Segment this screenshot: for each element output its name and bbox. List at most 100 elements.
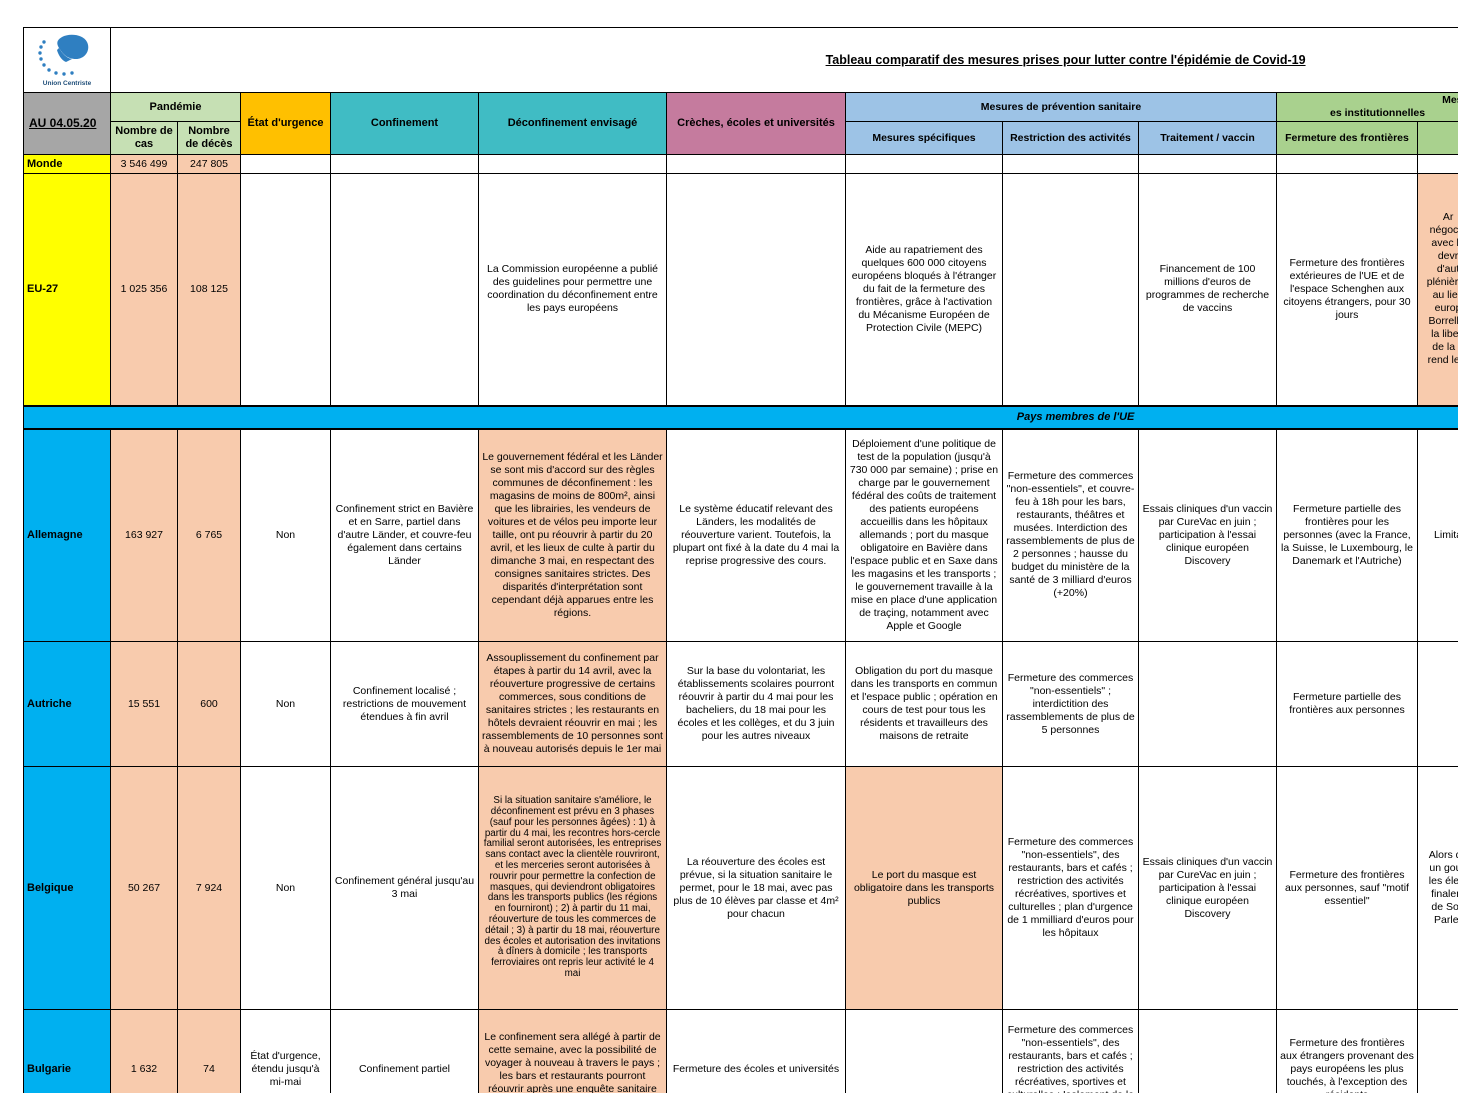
cell-traitement: Essais cliniques d'un vaccin par CureVac… bbox=[1138, 428, 1277, 642]
header-nombre-cas: Nombre de cas bbox=[110, 121, 178, 155]
cell-frontieres: Fermeture des frontières aux étrangers p… bbox=[1276, 1009, 1418, 1093]
cell-traitement: Financement de 100 millions d'euros de p… bbox=[1138, 173, 1277, 406]
cell-cas: 163 927 bbox=[110, 428, 178, 642]
logo-label: Union Centriste bbox=[42, 79, 92, 87]
header-institutionnelles: Mesures institutionnelles bbox=[1275, 92, 1458, 122]
cell-deces: 108 125 bbox=[177, 173, 241, 406]
cell-confinement: Confinement général jusqu'au 3 mai bbox=[330, 766, 479, 1010]
header-confinement: Confinement bbox=[330, 92, 479, 155]
header-pandemie: Pandémie bbox=[110, 92, 241, 122]
cell-restriction: Fermeture des commerces "non-essentiels"… bbox=[1002, 1009, 1139, 1093]
header-traitement: Traitement / vaccin bbox=[1138, 121, 1277, 155]
row-label: Autriche bbox=[23, 641, 111, 767]
logo-cell: Union Centriste bbox=[23, 27, 111, 93]
header-extra bbox=[1416, 121, 1458, 155]
date-header: AU 04.05.20 bbox=[23, 92, 111, 155]
row-label: Allemagne bbox=[23, 428, 111, 642]
table-row-belgique: Belgique 50 267 7 924 Non Confinement gé… bbox=[23, 766, 1458, 1010]
cell-restriction: Fermeture des commerces "non-essentiels"… bbox=[1002, 641, 1139, 767]
cell-urgence bbox=[240, 173, 331, 406]
header-restriction: Restriction des activités bbox=[1002, 121, 1139, 155]
header-prevention: Mesures de prévention sanitaire bbox=[845, 92, 1277, 122]
cell-ecoles bbox=[666, 173, 846, 406]
cell-deces: 74 bbox=[177, 1009, 241, 1093]
header-ecoles: Crèches, écoles et universités bbox=[666, 92, 846, 155]
section-banner: Pays membres de l'UE bbox=[22, 404, 1458, 430]
cell-ecoles: La réouverture des écoles est prévue, si… bbox=[666, 766, 846, 1010]
union-centriste-logo: Union Centriste bbox=[26, 34, 108, 87]
cell-traitement bbox=[1138, 641, 1277, 767]
cell-urgence: Non bbox=[240, 766, 331, 1010]
row-label: EU-27 bbox=[23, 173, 111, 406]
cell-restriction bbox=[1002, 173, 1139, 406]
cell-confinement: Confinement strict en Bavière et en Sarr… bbox=[330, 428, 479, 642]
cell-confinement: Confinement partiel bbox=[330, 1009, 479, 1093]
cell-urgence bbox=[240, 154, 331, 174]
section-banner-row: Pays membres de l'UE bbox=[22, 404, 1458, 430]
table-row-bulgarie: Bulgarie 1 632 74 État d'urgence, étendu… bbox=[23, 1009, 1458, 1093]
cell-deconfinement bbox=[478, 154, 667, 174]
cell-deconfinement: Assouplissement du confinement par étape… bbox=[478, 641, 667, 767]
cell-restriction bbox=[1002, 154, 1139, 174]
cell-deces: 600 bbox=[177, 641, 241, 767]
cell-specifiques bbox=[845, 1009, 1003, 1093]
cell-extra: Alors qu un gouv les élect finalem de So… bbox=[1416, 766, 1458, 1010]
cell-traitement: Essais cliniques d'un vaccin par CureVac… bbox=[1138, 766, 1277, 1010]
header-mesures-specifiques: Mesures spécifiques bbox=[845, 121, 1003, 155]
cell-deces: 7 924 bbox=[177, 766, 241, 1010]
table-row-autriche: Autriche 15 551 600 Non Confinement loca… bbox=[23, 641, 1458, 767]
cell-cas: 50 267 bbox=[110, 766, 178, 1010]
cell-deconfinement: Le confinement sera allégé à partir de c… bbox=[478, 1009, 667, 1093]
cell-cas: 1 632 bbox=[110, 1009, 178, 1093]
cell-deconfinement: Le gouvernement fédéral et les Länder se… bbox=[478, 428, 667, 642]
covid-measures-table: Union Centriste Tableau comparatif des m… bbox=[22, 27, 1458, 1093]
cell-frontieres: Fermeture partielle des frontières aux p… bbox=[1276, 641, 1418, 767]
cell-deces: 6 765 bbox=[177, 428, 241, 642]
cell-ecoles: Sur la base du volontariat, les établiss… bbox=[666, 641, 846, 767]
cell-confinement bbox=[330, 173, 479, 406]
cell-cas: 1 025 356 bbox=[110, 173, 178, 406]
cell-extra bbox=[1416, 641, 1458, 767]
cell-specifiques: Obligation du port du masque dans les tr… bbox=[845, 641, 1003, 767]
cell-extra bbox=[1416, 1009, 1458, 1093]
cell-frontieres: Fermeture des frontières aux personnes, … bbox=[1276, 766, 1418, 1010]
cell-cas: 15 551 bbox=[110, 641, 178, 767]
cell-urgence: Non bbox=[240, 428, 331, 642]
cell-restriction: Fermeture des commerces "non-essentiels"… bbox=[1002, 766, 1139, 1010]
row-label: Monde bbox=[23, 154, 111, 174]
cell-ecoles: Fermeture des écoles et universités bbox=[666, 1009, 846, 1093]
table-row-eu27: EU-27 1 025 356 108 125 La Commission eu… bbox=[23, 173, 1458, 406]
cell-confinement bbox=[330, 154, 479, 174]
table-row-monde: Monde 3 546 499 247 805 bbox=[23, 154, 1458, 174]
cell-specifiques: Le port du masque est obligatoire dans l… bbox=[845, 766, 1003, 1010]
row-label: Bulgarie bbox=[23, 1009, 111, 1093]
cell-specifiques bbox=[845, 154, 1003, 174]
cell-frontieres: Fermeture des frontières extérieures de … bbox=[1276, 173, 1418, 406]
header-nombre-deces: Nombre de décès bbox=[177, 121, 241, 155]
header-frontieres: Fermeture des frontières bbox=[1276, 121, 1418, 155]
cell-deconfinement: Si la situation sanitaire s'améliore, le… bbox=[478, 766, 667, 1010]
cell-traitement bbox=[1138, 1009, 1277, 1093]
cell-frontieres bbox=[1276, 154, 1418, 174]
cell-specifiques: Aide au rapatriement des quelques 600 00… bbox=[845, 173, 1003, 406]
cell-traitement bbox=[1138, 154, 1277, 174]
logo-bird-icon bbox=[38, 34, 89, 76]
page-title: Tableau comparatif des mesures prises po… bbox=[109, 27, 1458, 93]
cell-urgence: Non bbox=[240, 641, 331, 767]
header-etat-urgence: État d'urgence bbox=[240, 92, 331, 155]
cell-confinement: Confinement localisé ; restrictions de m… bbox=[330, 641, 479, 767]
cell-extra: Ar négocia avec le devr d'aut plénières … bbox=[1416, 173, 1458, 406]
cell-urgence: État d'urgence, étendu jusqu'à mi-mai bbox=[240, 1009, 331, 1093]
header-deconfinement: Déconfinement envisagé bbox=[478, 92, 667, 155]
table-row-allemagne: Allemagne 163 927 6 765 Non Confinement … bbox=[23, 428, 1458, 642]
cell-specifiques: Déploiement d'une politique de test de l… bbox=[845, 428, 1003, 642]
cell-frontieres: Fermeture partielle des frontières pour … bbox=[1276, 428, 1418, 642]
cell-deconfinement: La Commission européenne a publié des gu… bbox=[478, 173, 667, 406]
cell-ecoles bbox=[666, 154, 846, 174]
cell-cas: 3 546 499 bbox=[110, 154, 178, 174]
cell-extra: Limita bbox=[1416, 428, 1458, 642]
cell-extra bbox=[1416, 154, 1458, 174]
cell-ecoles: Le système éducatif relevant des Länders… bbox=[666, 428, 846, 642]
cell-restriction: Fermeture des commerces "non-essentiels"… bbox=[1002, 428, 1139, 642]
